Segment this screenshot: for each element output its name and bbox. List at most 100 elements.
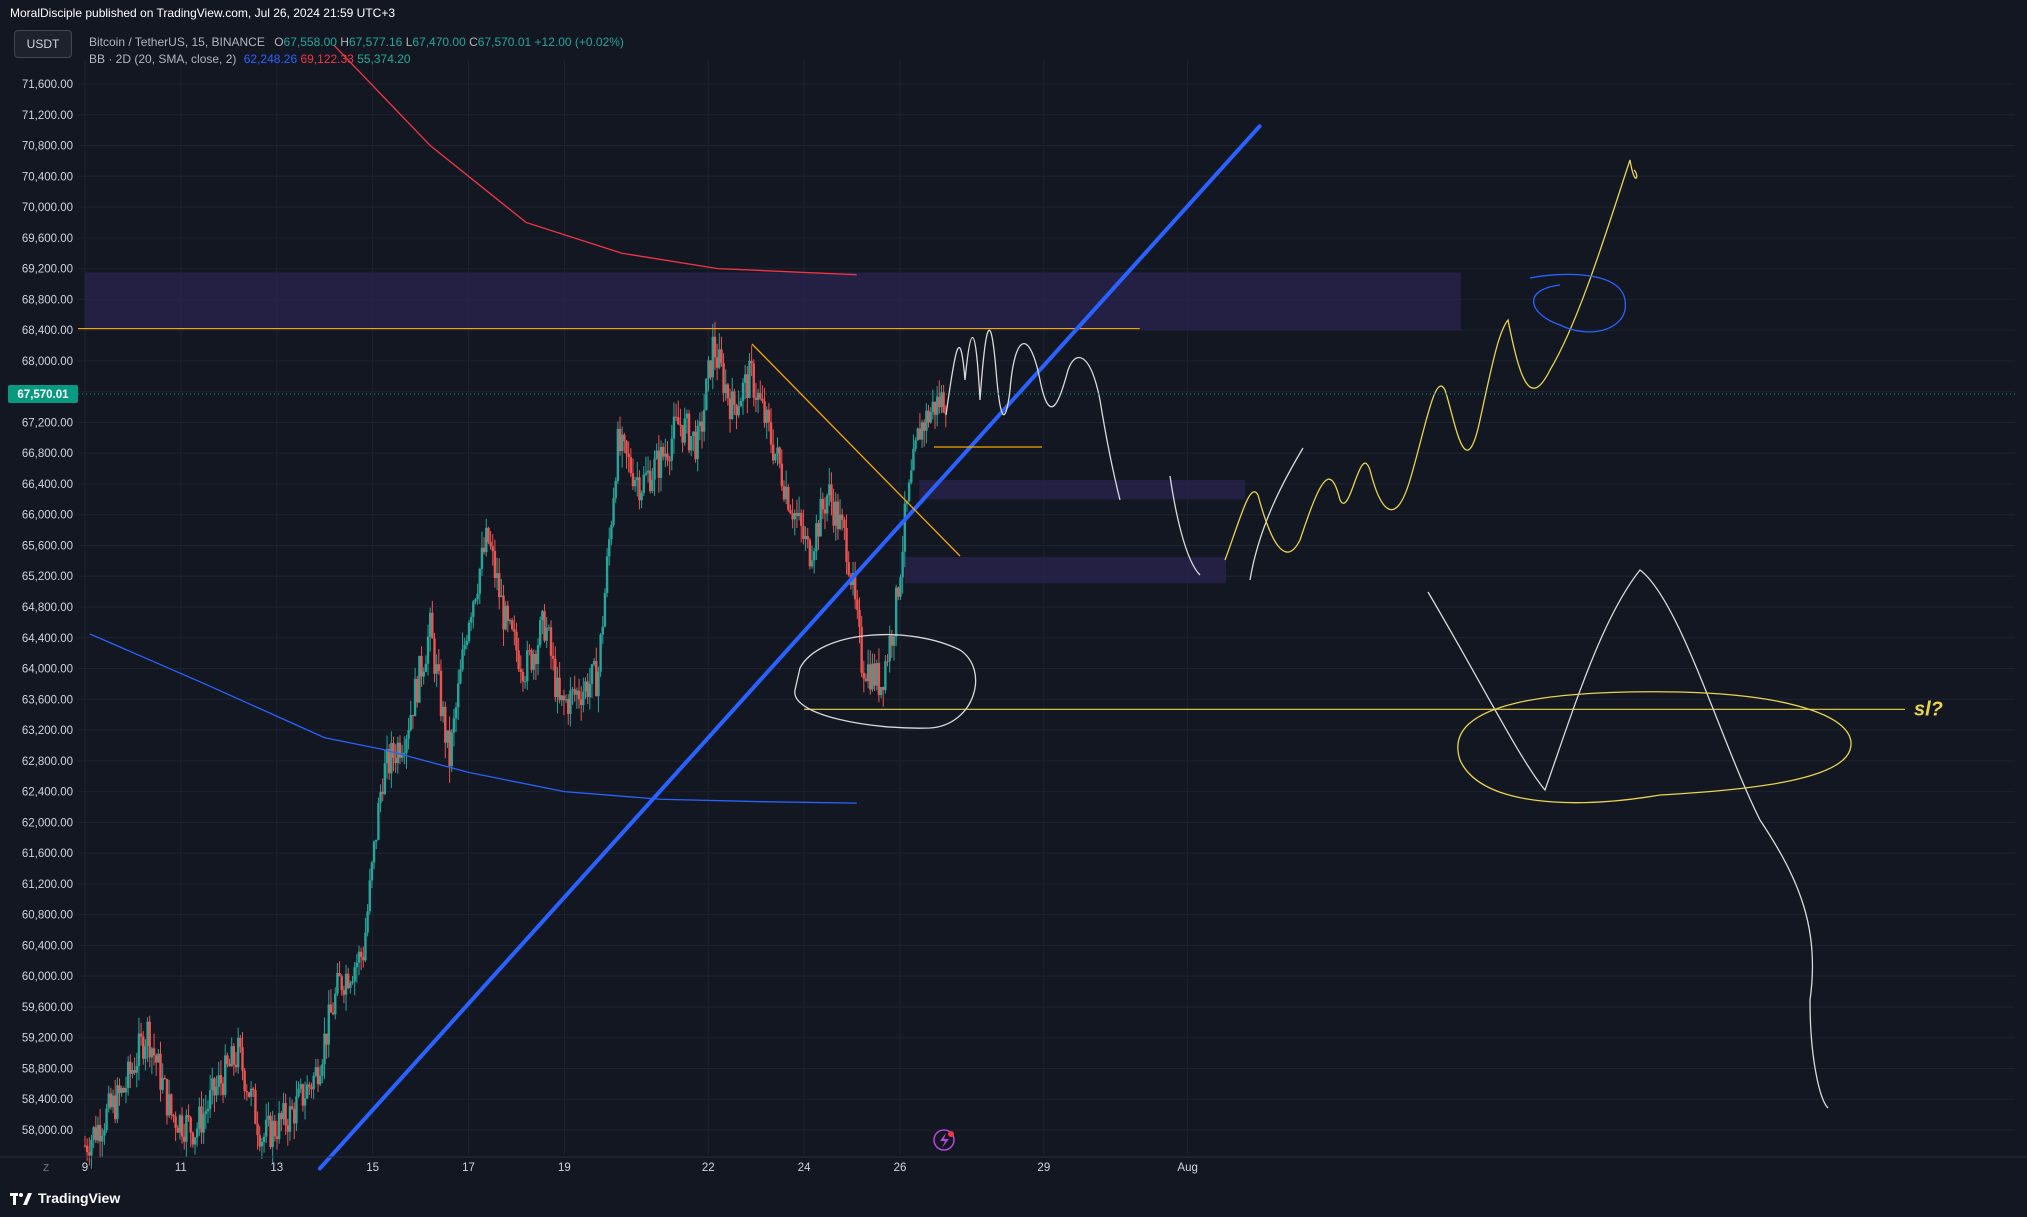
candle-body	[284, 1103, 287, 1126]
indicator-legend-row: BB · 2D (20, SMA, close, 2) 62,248.26 69…	[89, 51, 624, 68]
candle-body	[672, 416, 676, 439]
candle-body	[236, 1037, 240, 1068]
candle-body	[120, 1088, 123, 1093]
ascending-trendline[interactable]	[317, 124, 1262, 1171]
candle-body	[461, 649, 464, 670]
candle-body	[700, 421, 704, 432]
candle-body	[422, 671, 425, 677]
candle-body	[398, 742, 402, 758]
bb-upper-value: 69,122.33	[300, 52, 354, 66]
bb-basis-value: 62,248.26	[243, 52, 298, 66]
bollinger-bands	[89, 45, 857, 804]
candle-body	[787, 486, 790, 510]
open-value: 67,558.00	[283, 35, 337, 49]
candle-body	[94, 1127, 97, 1141]
candle-body	[96, 1124, 100, 1141]
candle-body	[375, 839, 378, 842]
candle-body	[901, 551, 904, 578]
candle-body	[894, 587, 898, 637]
candle-body	[888, 635, 891, 662]
user-drawings[interactable]: sl?	[78, 124, 1943, 1171]
candle-body	[536, 645, 540, 664]
target-circle[interactable]	[1529, 273, 1626, 333]
candle-body	[301, 1084, 305, 1106]
candle-body	[521, 672, 525, 682]
open-label: O	[274, 35, 284, 49]
candle-body	[180, 1115, 184, 1137]
time-tick-label: Aug	[1177, 1162, 1197, 1174]
currency-button[interactable]: USDT	[14, 30, 72, 58]
symbol-name[interactable]: Bitcoin / TetherUS, 15, BINANCE	[89, 35, 265, 49]
candle-body	[920, 422, 924, 440]
candle-body	[579, 699, 583, 706]
candle-body	[510, 620, 514, 630]
candle-body	[692, 431, 695, 437]
candle-body	[450, 732, 453, 767]
time-axis[interactable]: 9 11 13 15 17 19 22 24 26 29 Aug Z	[0, 1129, 2027, 1217]
candle-body	[491, 546, 494, 551]
candle-body	[690, 436, 693, 451]
candle-body	[273, 1120, 277, 1137]
candle-body	[135, 1065, 138, 1073]
candle-body	[101, 1135, 104, 1142]
candle-body	[178, 1115, 182, 1133]
candle-body	[336, 973, 339, 994]
projection-drop[interactable]	[1169, 475, 1201, 576]
candle-body	[571, 689, 574, 691]
descending-trendline[interactable]	[751, 343, 961, 557]
publish-attribution: MoralDisciple published on TradingView.c…	[10, 6, 395, 20]
time-tick-label: 17	[462, 1162, 475, 1174]
candle-body	[282, 1103, 285, 1120]
price-tick-label: 64,800.00	[22, 602, 73, 614]
candle-body	[696, 425, 699, 460]
candle-body	[843, 519, 846, 528]
event-lightning-icon[interactable]	[933, 1129, 955, 1151]
candle-body	[478, 569, 481, 594]
candle-body	[383, 763, 387, 794]
candle-body	[150, 1048, 154, 1058]
candle-body	[277, 1113, 281, 1140]
candle-body	[111, 1095, 115, 1108]
candle-body	[321, 1064, 324, 1076]
price-axis[interactable]: 58,000.00 58,400.00 58,800.00 59,200.00 59,6…	[8, 79, 2015, 1137]
candle-body	[931, 401, 935, 413]
candle-body	[856, 599, 859, 610]
candle-body	[144, 1045, 147, 1059]
event-dot-icon	[948, 1131, 954, 1137]
candle-body	[877, 663, 881, 695]
candle-body	[480, 547, 484, 570]
time-tick-label: 26	[894, 1162, 907, 1174]
candle-body	[815, 523, 818, 552]
candle-body	[195, 1128, 199, 1138]
candle-body	[161, 1077, 164, 1090]
bearish-scenario-path[interactable]	[1427, 569, 1829, 1109]
candle-body	[590, 664, 594, 684]
candle-body	[254, 1090, 257, 1124]
candle-body	[916, 428, 919, 441]
indicator-name[interactable]: BB · 2D (20, SMA, close, 2)	[89, 52, 237, 66]
bullish-scenario-path[interactable]	[1224, 159, 1638, 561]
candle-body	[731, 391, 734, 419]
low-circle-drawing[interactable]	[794, 633, 977, 729]
candle-body	[340, 976, 343, 991]
candle-body	[884, 661, 887, 691]
candle-body	[547, 627, 551, 629]
stop-loss-ellipse[interactable]	[1457, 691, 1852, 804]
candle-body	[476, 593, 479, 600]
projection-rise[interactable]	[1249, 447, 1304, 581]
candle-body	[487, 527, 490, 542]
projection-scribble[interactable]	[945, 329, 1121, 501]
price-tick-label: 66,000.00	[22, 510, 73, 522]
candle-body	[239, 1037, 242, 1048]
candle-body	[271, 1120, 274, 1148]
candle-body	[133, 1070, 136, 1073]
candle-body	[459, 669, 462, 684]
zoom-reset-label[interactable]: Z	[43, 1163, 49, 1174]
candle-body	[828, 484, 831, 496]
candle-body	[489, 541, 492, 547]
candle-body	[942, 392, 945, 413]
candle-body	[107, 1093, 110, 1109]
candle-body	[109, 1093, 113, 1108]
tradingview-logo[interactable]: TradingView	[10, 1190, 120, 1206]
